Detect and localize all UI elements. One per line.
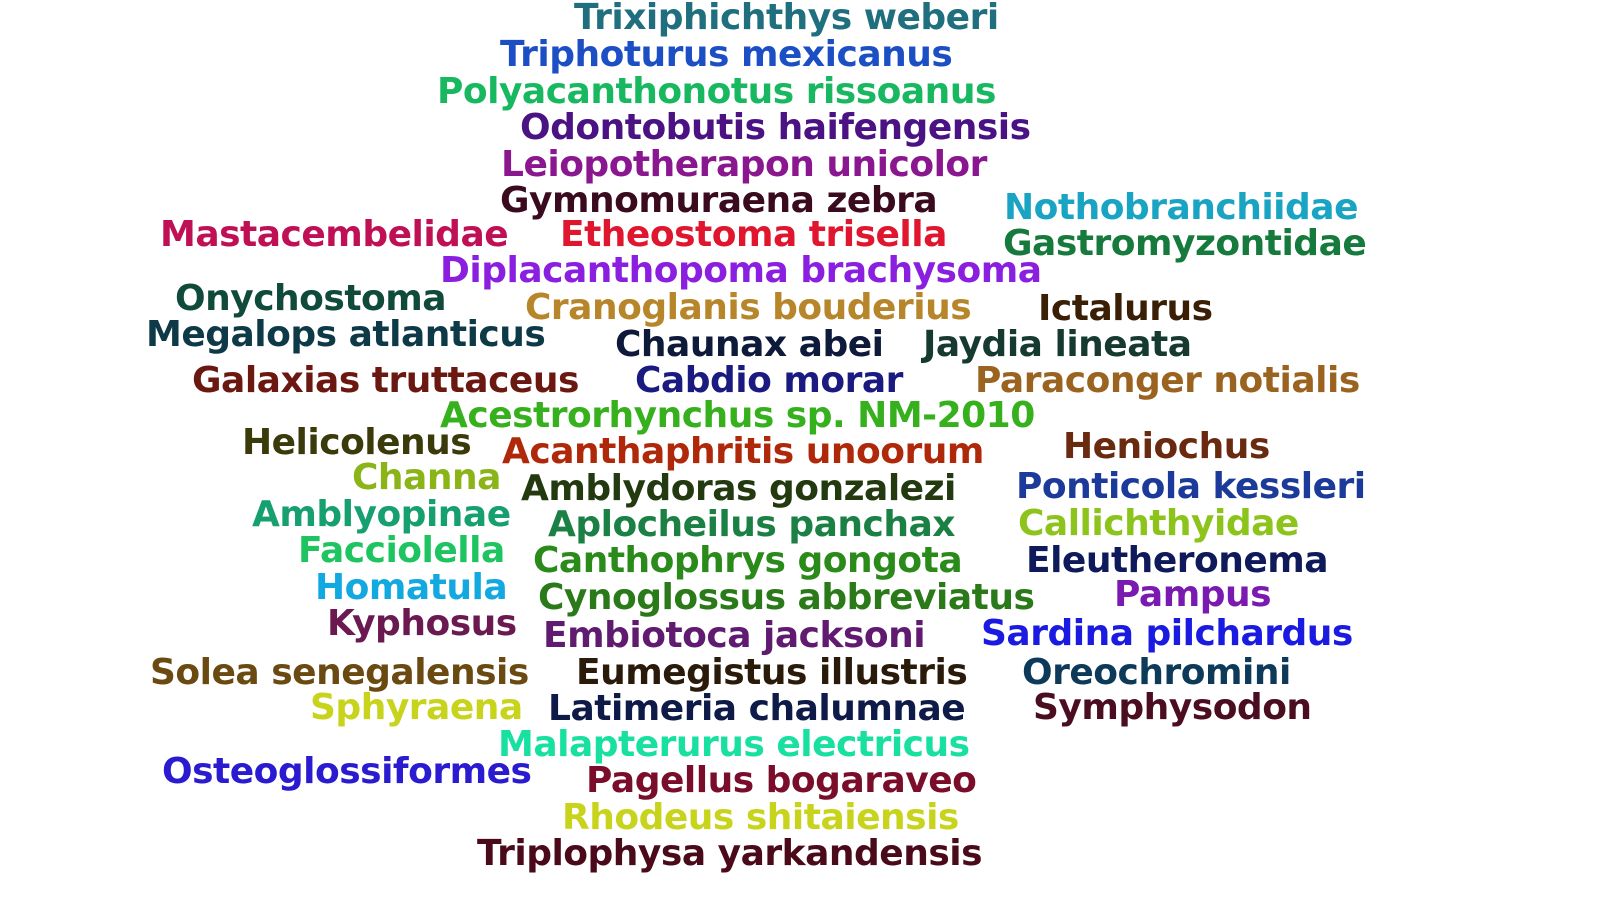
word-galaxias-truttaceus: Galaxias truttaceus (192, 360, 579, 401)
word-solea-senegalensis: Solea senegalensis (150, 652, 529, 693)
word-kyphosus: Kyphosus (327, 603, 517, 644)
word-osteoglossiformes: Osteoglossiformes (162, 751, 532, 792)
word-rhodeus-shitaiensis: Rhodeus shitaiensis (562, 797, 959, 838)
word-ictalurus: Ictalurus (1038, 288, 1213, 329)
word-cranoglanis-bouderius: Cranoglanis bouderius (525, 287, 972, 328)
word-etheostoma-trisella: Etheostoma trisella (560, 214, 947, 255)
word-ponticola-kessleri: Ponticola kessleri (1016, 466, 1366, 507)
word-jaydia-lineata: Jaydia lineata (923, 324, 1192, 365)
word-chaunax-abei: Chaunax abei (615, 324, 884, 365)
word-homatula: Homatula (315, 567, 508, 608)
word-triphoturus-mexicanus: Triphoturus mexicanus (500, 34, 953, 75)
word-gymnomuraena-zebra: Gymnomuraena zebra (500, 180, 938, 221)
word-pagellus-bogaraveo: Pagellus bogaraveo (586, 760, 977, 801)
word-malapterurus-electricus: Malapterurus electricus (498, 724, 970, 765)
word-gastromyzontidae: Gastromyzontidae (1003, 223, 1367, 264)
word-heniochus: Heniochus (1063, 426, 1270, 467)
word-pampus: Pampus (1114, 574, 1272, 615)
word-nothobranchiidae: Nothobranchiidae (1004, 187, 1359, 228)
word-oreochromini: Oreochromini (1022, 652, 1291, 693)
word-mastacembelidae: Mastacembelidae (160, 214, 509, 255)
word-acanthaphritis-unoorum: Acanthaphritis unoorum (502, 431, 984, 472)
word-odontobutis-haifengensis: Odontobutis haifengensis (520, 107, 1031, 148)
word-facciolella: Facciolella (298, 530, 505, 571)
word-leiopotherapon-unicolor: Leiopotherapon unicolor (501, 144, 987, 185)
word-eleutheronema: Eleutheronema (1026, 540, 1329, 581)
word-paraconger-notialis: Paraconger notialis (975, 360, 1360, 401)
word-aplocheilus-panchax: Aplocheilus panchax (548, 504, 956, 545)
word-acestrorhynchus-sp-nm-2010: Acestrorhynchus sp. NM-2010 (440, 395, 1035, 436)
word-megalops-atlanticus: Megalops atlanticus (146, 314, 546, 355)
word-trixiphichthys-weberi: Trixiphichthys weberi (574, 0, 999, 38)
word-latimeria-chalumnae: Latimeria chalumnae (548, 688, 966, 729)
word-eumegistus-illustris: Eumegistus illustris (576, 652, 968, 693)
word-diplacanthopoma-brachysoma: Diplacanthopoma brachysoma (440, 250, 1042, 291)
word-canthophrys-gongota: Canthophrys gongota (533, 540, 963, 581)
word-sphyraena: Sphyraena (310, 687, 523, 728)
word-cynoglossus-abbreviatus: Cynoglossus abbreviatus (538, 577, 1035, 618)
word-polyacanthonotus-rissoanus: Polyacanthonotus rissoanus (437, 71, 996, 112)
word-callichthyidae: Callichthyidae (1018, 503, 1299, 544)
word-embiotoca-jacksoni: Embiotoca jacksoni (543, 615, 926, 656)
word-cabdio-morar: Cabdio morar (635, 360, 903, 401)
word-amblydoras-gonzalezi: Amblydoras gonzalezi (521, 468, 956, 509)
word-symphysodon: Symphysodon (1033, 687, 1312, 728)
word-channa: Channa (352, 457, 501, 498)
word-amblyopinae: Amblyopinae (252, 494, 511, 535)
word-triplophysa-yarkandensis: Triplophysa yarkandensis (477, 833, 983, 874)
word-sardina-pilchardus: Sardina pilchardus (981, 613, 1353, 654)
word-helicolenus: Helicolenus (242, 422, 472, 463)
word-onychostoma: Onychostoma (175, 278, 447, 319)
